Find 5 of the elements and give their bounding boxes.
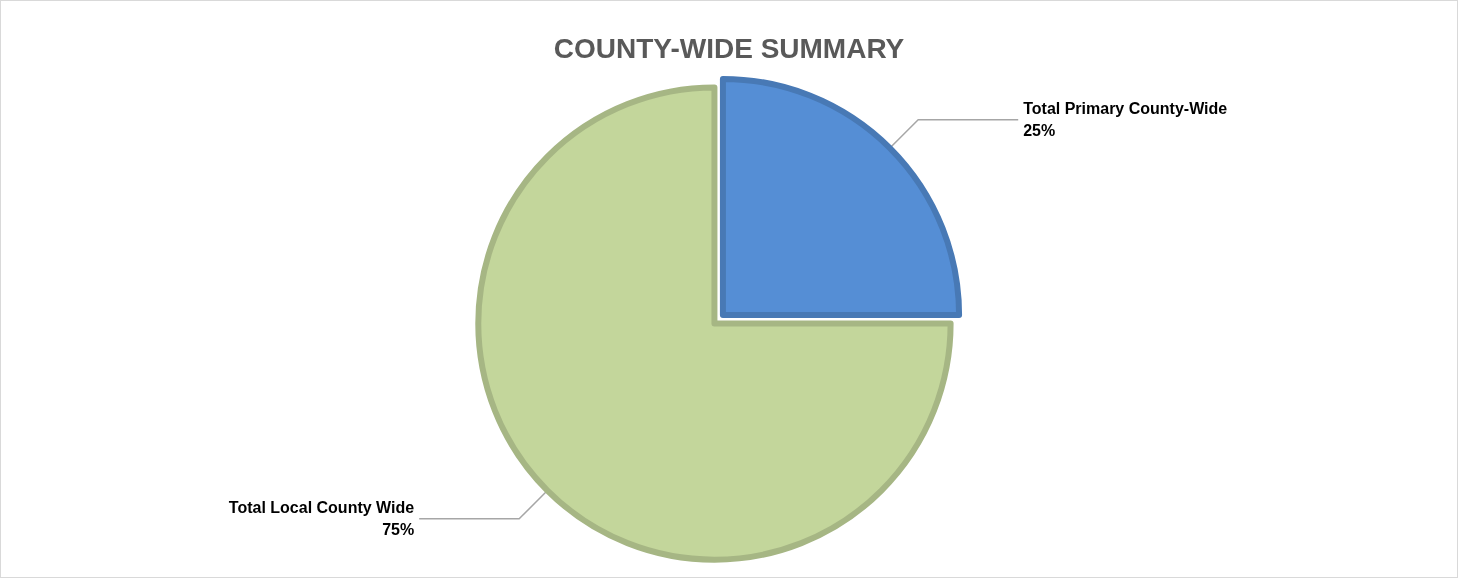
data-label: 25%: [1023, 122, 1056, 140]
slice-label: Total Primary County-Wide: [1023, 100, 1228, 118]
chart-title: COUNTY-WIDE SUMMARY: [553, 32, 905, 64]
data-label: 75%: [382, 521, 415, 539]
slice-label: Total Local County Wide: [228, 499, 415, 517]
